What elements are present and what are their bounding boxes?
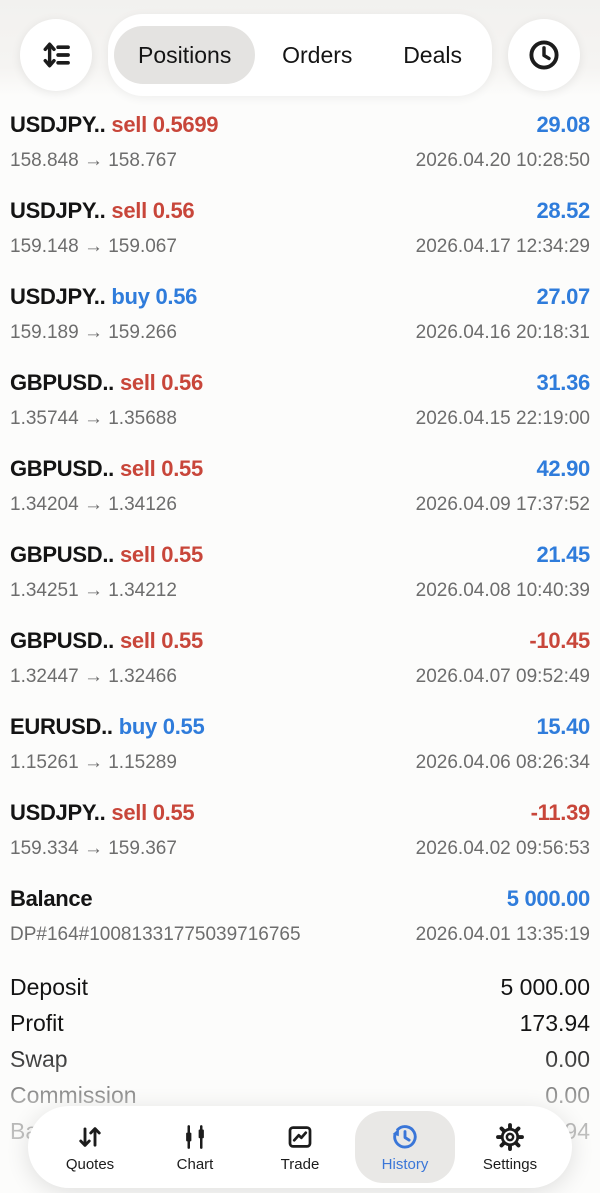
trade-symbol: GBPUSD..: [10, 456, 114, 481]
trade-profit: -10.45: [529, 628, 590, 653]
trade-side-volume: sell 0.55: [119, 628, 203, 653]
trade-symbol: GBPUSD..: [10, 370, 114, 395]
header: Positions Orders Deals: [0, 0, 600, 96]
trade-datetime: 2026.04.16 20:18:31: [415, 322, 590, 343]
nav-item-history[interactable]: History: [355, 1111, 455, 1183]
balance-entry-reference: DP#164#10081331775039716765: [10, 924, 301, 945]
trade-prices: 1.32447 → 1.32466: [10, 666, 177, 687]
trade-profit: 21.45: [536, 542, 590, 567]
summary-label: Profit: [10, 1010, 64, 1036]
trade-side-volume: sell 0.5699: [111, 112, 219, 137]
trade-side-volume: sell 0.55: [119, 542, 203, 567]
trade-datetime: 2026.04.08 10:40:39: [415, 580, 590, 601]
nav-label: Trade: [280, 1155, 320, 1173]
trade-datetime: 2026.04.06 08:26:34: [415, 752, 590, 773]
trade-side-volume: buy 0.56: [111, 284, 198, 309]
summary-value: 0.00: [545, 1046, 590, 1072]
trade-side-volume: buy 0.55: [118, 714, 205, 739]
trade-symbol: USDJPY..: [10, 112, 106, 137]
trade-datetime: 2026.04.15 22:19:00: [415, 408, 590, 429]
trade-row[interactable]: USDJPY.. sell 0.5699 29.08 158.848 → 158.7…: [10, 112, 590, 172]
trade-datetime: 2026.04.17 12:34:29: [415, 236, 590, 257]
summary-label: Swap: [10, 1046, 68, 1072]
summary-value: 0.00: [545, 1082, 590, 1108]
tab-positions[interactable]: Positions: [114, 26, 256, 84]
bottom-nav: Quotes Chart Trade History: [28, 1106, 572, 1188]
history-tab-bar: Positions Orders Deals: [108, 14, 492, 96]
summary-row-commission: Commission 0.00: [10, 1082, 590, 1108]
trade-prices: 159.148 → 159.067: [10, 236, 177, 257]
trade-row[interactable]: USDJPY.. sell 0.56 28.52 159.148 → 159.067…: [10, 198, 590, 258]
summary-row-swap: Swap 0.00: [10, 1046, 590, 1072]
trade-profit: -11.39: [530, 800, 591, 825]
trade-datetime: 2026.04.07 09:52:49: [415, 666, 590, 687]
trade-datetime: 2026.04.20 10:28:50: [415, 150, 590, 171]
balance-entry-row[interactable]: Balance 5 000.00 DP#164#10081331775039716…: [10, 886, 590, 946]
trade-profit: 31.36: [536, 370, 590, 395]
summary-row-profit: Profit 173.94: [10, 1010, 590, 1036]
tab-deals[interactable]: Deals: [379, 26, 486, 84]
trade-datetime: 2026.04.02 09:56:53: [415, 838, 590, 859]
trade-row[interactable]: USDJPY.. buy 0.56 27.07 159.189 → 159.266 2…: [10, 284, 590, 344]
trade-symbol: USDJPY..: [10, 284, 106, 309]
trade-icon: [288, 1125, 312, 1148]
balance-entry-value: 5 000.00: [506, 886, 591, 911]
trade-symbol: USDJPY..: [10, 800, 106, 825]
nav-label: Quotes: [65, 1155, 115, 1173]
trade-prices: 158.848 → 158.767: [10, 150, 177, 171]
trade-datetime: 2026.04.09 17:37:52: [415, 494, 590, 515]
trade-side-volume: sell 0.56: [111, 198, 195, 223]
trade-prices: 1.34204 → 1.34126: [10, 494, 177, 515]
nav-label: History: [381, 1155, 429, 1173]
quotes-icon: [79, 1126, 101, 1147]
trade-row[interactable]: GBPUSD.. sell 0.55 -10.45 1.32447 → 1.3246…: [10, 628, 590, 688]
trade-symbol: GBPUSD..: [10, 628, 114, 653]
trade-side-volume: sell 0.55: [119, 456, 203, 481]
summary-label: Commission: [10, 1082, 137, 1108]
time-period-button[interactable]: [508, 19, 580, 91]
history-icon: [392, 1124, 417, 1148]
nav-item-trade[interactable]: Trade: [250, 1111, 350, 1183]
settings-gear-icon: [496, 1122, 524, 1151]
trade-prices: 1.35744 → 1.35688: [10, 408, 177, 429]
summary-value: 5 000.00: [500, 974, 590, 1000]
trade-side-volume: sell 0.55: [111, 800, 195, 825]
chart-candles-icon: [186, 1124, 204, 1149]
nav-label: Settings: [482, 1155, 538, 1173]
trade-profit: 27.07: [536, 284, 590, 309]
trade-row[interactable]: USDJPY.. sell 0.55 -11.39 159.334 → 159.36…: [10, 800, 590, 860]
trade-profit: 42.90: [536, 456, 590, 481]
trade-prices: 1.34251 → 1.34212: [10, 580, 177, 601]
summary-row-deposit: Deposit 5 000.00: [10, 974, 590, 1000]
nav-label: Chart: [176, 1155, 214, 1173]
trade-prices: 159.334 → 159.367: [10, 838, 177, 859]
trade-row[interactable]: GBPUSD.. sell 0.55 42.90 1.34204 → 1.34126…: [10, 456, 590, 516]
trade-profit: 15.40: [536, 714, 590, 739]
trade-symbol: GBPUSD..: [10, 542, 114, 567]
tab-orders[interactable]: Orders: [258, 26, 376, 84]
trade-row[interactable]: GBPUSD.. sell 0.56 31.36 1.35744 → 1.35688…: [10, 370, 590, 430]
summary-value: 173.94: [519, 1010, 590, 1036]
sort-icon: [43, 42, 70, 68]
nav-item-settings[interactable]: Settings: [460, 1111, 560, 1183]
trade-row[interactable]: EURUSD.. buy 0.55 15.40 1.15261 → 1.15289 2…: [10, 714, 590, 774]
summary-label: Deposit: [10, 974, 88, 1000]
trade-row[interactable]: GBPUSD.. sell 0.55 21.45 1.34251 → 1.34212…: [10, 542, 590, 602]
sort-button[interactable]: [20, 19, 92, 91]
trade-profit: 28.52: [536, 198, 590, 223]
trade-symbol: USDJPY..: [10, 198, 106, 223]
trade-prices: 159.189 → 159.266: [10, 322, 177, 343]
trade-prices: 1.15261 → 1.15289: [10, 752, 177, 773]
trade-side-volume: sell 0.56: [119, 370, 203, 395]
nav-item-quotes[interactable]: Quotes: [40, 1111, 140, 1183]
trade-symbol: EURUSD..: [10, 714, 113, 739]
history-list: USDJPY.. sell 0.5699 29.08 158.848 → 158.7…: [0, 96, 600, 1144]
balance-entry-label: Balance: [10, 886, 93, 911]
balance-entry-datetime: 2026.04.01 13:35:19: [415, 924, 590, 945]
nav-item-chart[interactable]: Chart: [145, 1111, 245, 1183]
clock-icon: [529, 40, 559, 70]
trade-profit: 29.08: [536, 112, 590, 137]
